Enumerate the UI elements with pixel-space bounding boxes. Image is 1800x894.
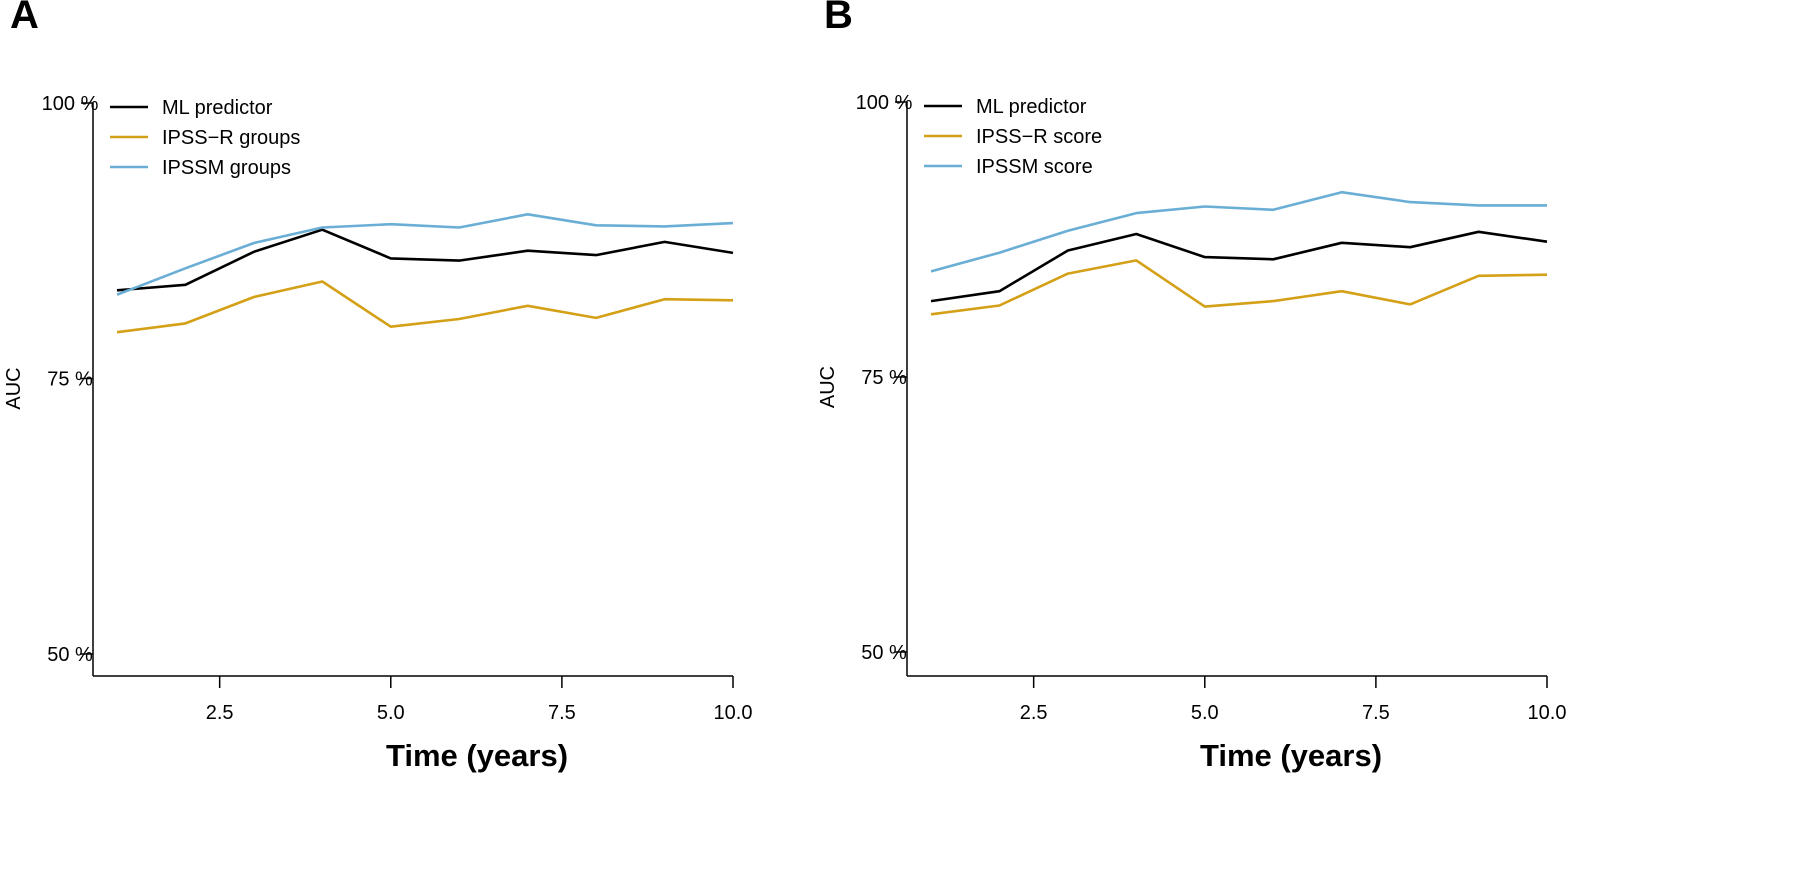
x-tick-label: 7.5 [1362, 702, 1390, 724]
y-tick-label: 75 % [47, 369, 93, 391]
chart-panel-a: A 50 % 75 % 100 % 2.5 5.0 7.5 10.0 AUC Time (year… [3, 0, 752, 773]
y-tick-label: 100 % [856, 92, 913, 114]
series-line-1 [116, 228, 734, 292]
legend: ML predictor IPSS−R groups IPSSM groups [110, 97, 300, 179]
y-tick-label: 50 % [861, 642, 907, 664]
y-tick-label: 100 % [42, 93, 99, 115]
y-axis-label: AUC [3, 367, 25, 409]
series-line-3 [930, 190, 1547, 273]
chart-panel-b: B 50 % 75 % 100 % 2.5 5.0 7.5 10.0 AUC Time (year… [817, 0, 1566, 773]
x-tick-label: 5.0 [377, 702, 405, 724]
panel-label: B [824, 0, 853, 37]
legend-label: IPSSM groups [162, 157, 291, 179]
x-tick-label: 10.0 [1528, 702, 1567, 724]
legend-label: IPSS−R groups [162, 127, 300, 149]
x-tick-label: 10.0 [714, 702, 753, 724]
legend-label: ML predictor [162, 97, 273, 119]
x-axis-label: Time (years) [1200, 738, 1382, 773]
x-tick-label: 2.5 [206, 702, 234, 724]
legend-label: IPSSM score [976, 156, 1093, 178]
legend-label: ML predictor [976, 96, 1087, 118]
legend: ML predictor IPSS−R score IPSSM score [924, 96, 1102, 178]
series-line-3 [116, 213, 734, 296]
x-axis-label: Time (years) [386, 738, 568, 773]
series-line-2 [116, 280, 734, 334]
series-line-1 [930, 230, 1548, 303]
x-tick-label: 2.5 [1020, 702, 1048, 724]
series-line-2 [930, 259, 1548, 316]
y-tick-label: 75 % [861, 367, 907, 389]
panel-label: A [10, 0, 39, 37]
x-tick-label: 5.0 [1191, 702, 1219, 724]
x-tick-label: 7.5 [548, 702, 576, 724]
y-axis-label: AUC [817, 366, 839, 408]
y-tick-label: 50 % [47, 644, 93, 666]
legend-label: IPSS−R score [976, 126, 1102, 148]
